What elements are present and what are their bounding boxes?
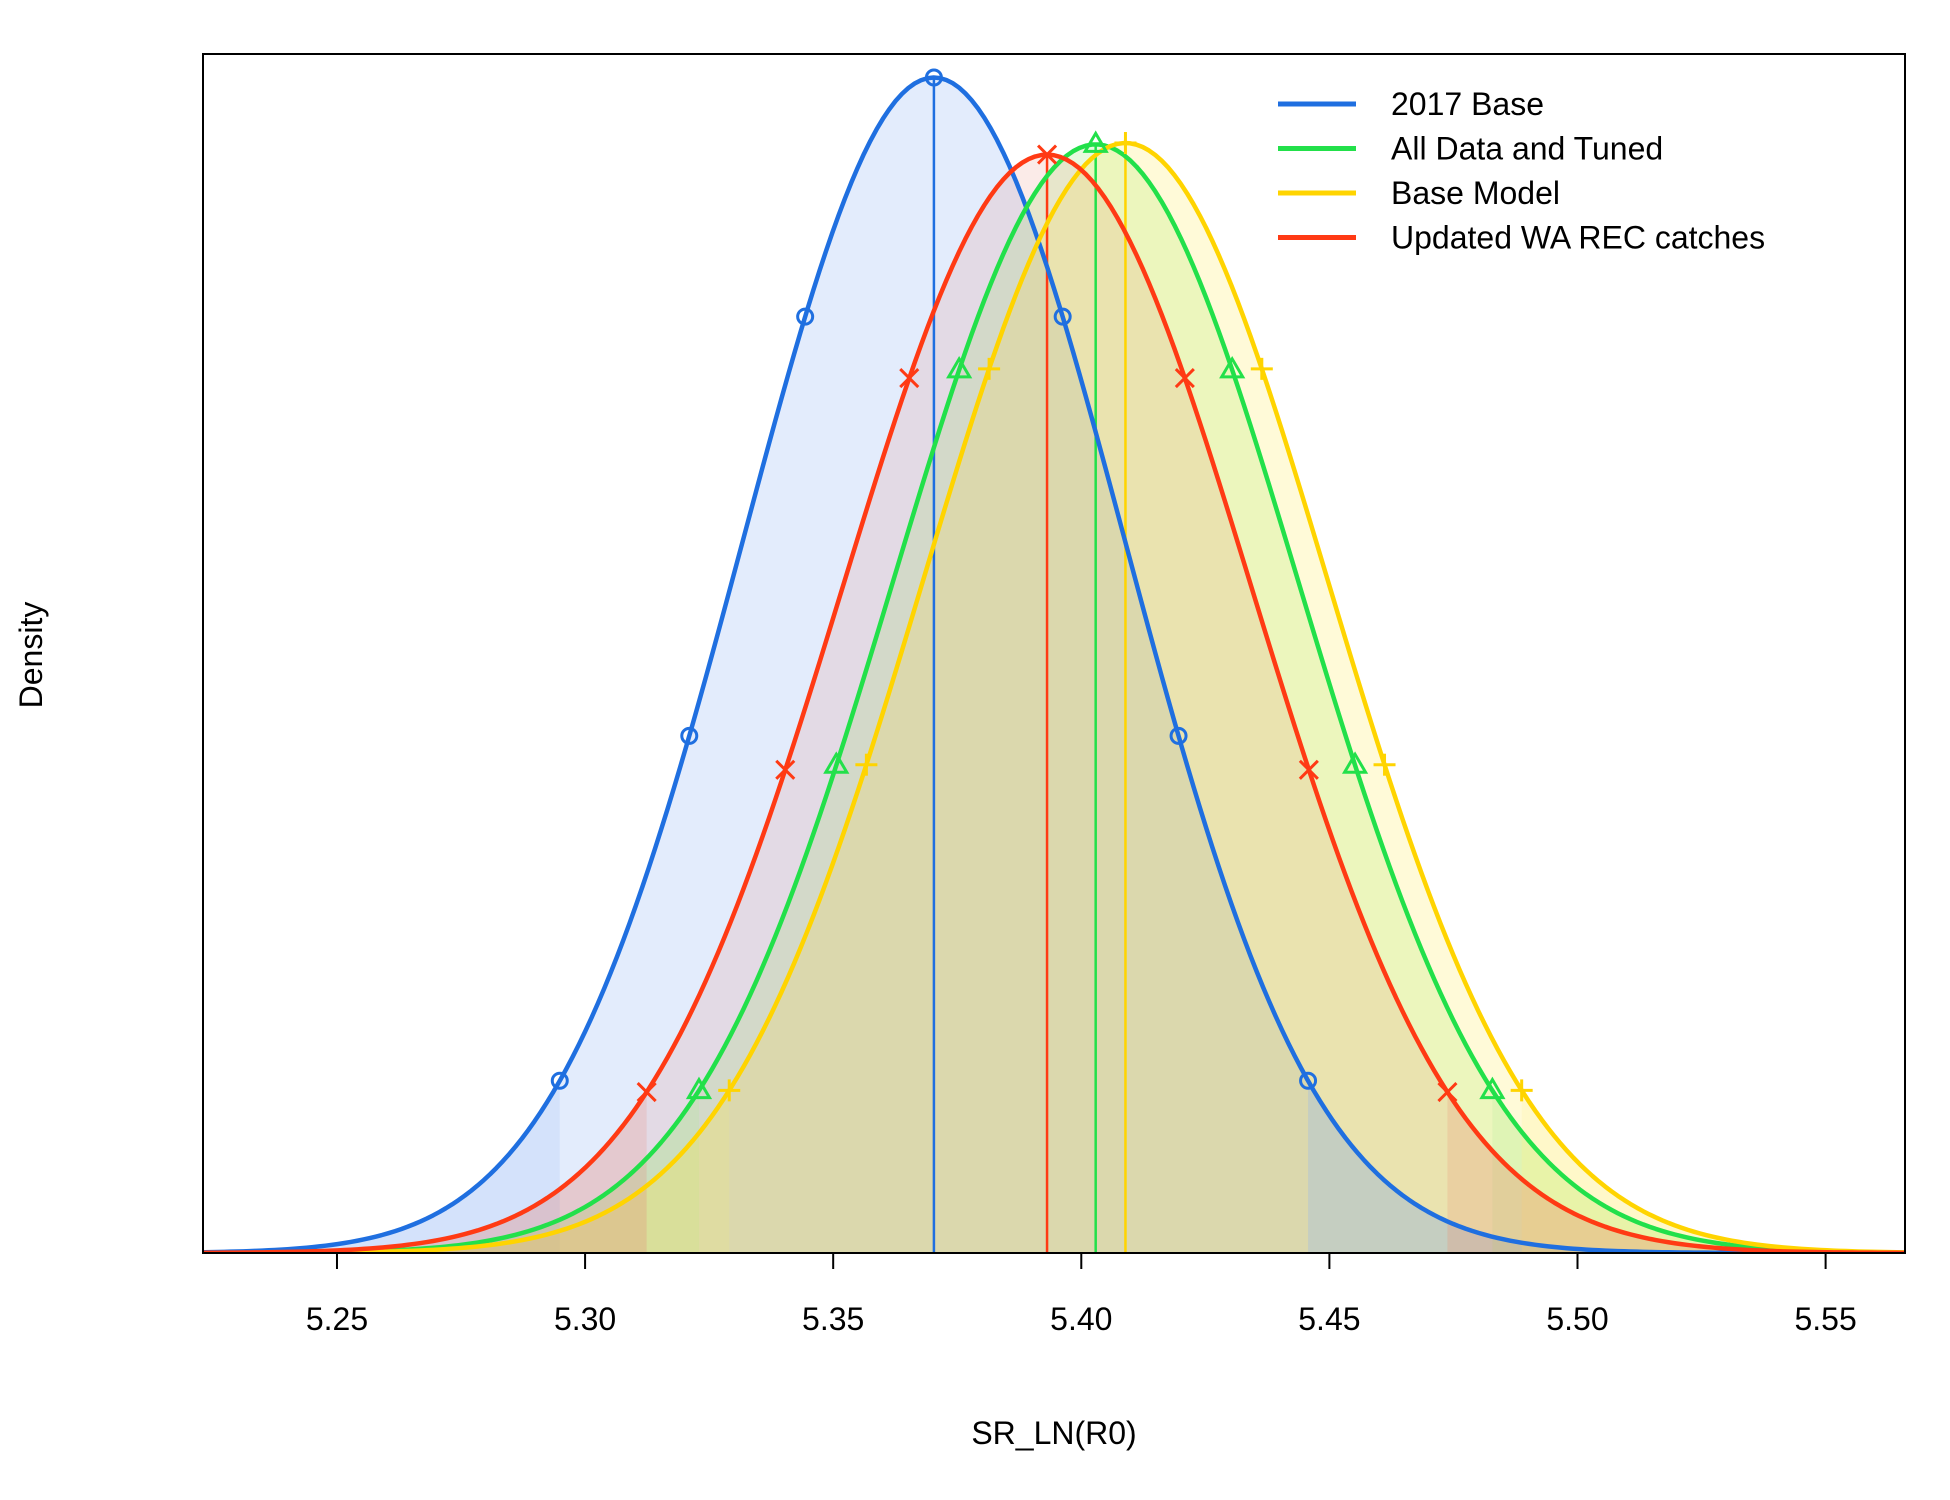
marker-3-3 bbox=[1036, 144, 1058, 165]
marker-2-5 bbox=[1373, 753, 1396, 776]
density-tail-left-2 bbox=[203, 1090, 730, 1253]
density-tail-right-3 bbox=[1447, 1092, 1905, 1253]
marker-0-6 bbox=[1299, 1071, 1318, 1090]
marker-1-1 bbox=[823, 751, 850, 774]
marker-2-1 bbox=[855, 753, 878, 776]
marker-2-3 bbox=[1114, 132, 1137, 155]
x-tick-label-2: 5.35 bbox=[802, 1301, 864, 1337]
marker-1-6 bbox=[1479, 1076, 1506, 1100]
x-tick-label-0: 5.25 bbox=[306, 1301, 368, 1337]
marker-2-2 bbox=[978, 357, 1001, 380]
marker-1-2 bbox=[946, 355, 973, 379]
marker-2-0 bbox=[718, 1079, 741, 1102]
x-axis-label: SR_LN(R0) bbox=[971, 1415, 1136, 1451]
mean-lines bbox=[932, 77, 1127, 1253]
marker-3-4 bbox=[1174, 368, 1195, 389]
marker-0-3 bbox=[924, 68, 943, 87]
marker-0-1 bbox=[680, 726, 699, 745]
density-tail-left-1 bbox=[203, 1090, 699, 1253]
marker-2-6 bbox=[1510, 1079, 1533, 1102]
x-axis: 5.25 5.30 5.35 5.40 5.45 5.50 5.55 bbox=[306, 1253, 1857, 1337]
x-tick-label-3: 5.40 bbox=[1050, 1301, 1112, 1337]
density-curve-2 bbox=[203, 140, 1905, 1253]
marker-1-5 bbox=[1341, 751, 1369, 774]
x-tick-label-5: 5.50 bbox=[1546, 1301, 1608, 1337]
legend-label-1: All Data and Tuned bbox=[1391, 131, 1663, 167]
legend-label-3: Updated WA REC catches bbox=[1391, 220, 1765, 256]
quantile-markers bbox=[550, 68, 1533, 1103]
marker-3-0 bbox=[636, 1082, 657, 1103]
x-tick-label-6: 5.55 bbox=[1794, 1301, 1856, 1337]
density-curve-3 bbox=[203, 152, 1905, 1253]
marker-0-0 bbox=[550, 1071, 569, 1090]
marker-3-1 bbox=[775, 759, 796, 780]
marker-0-5 bbox=[1169, 726, 1188, 745]
legend: 2017 Base All Data and Tuned Base Model Upd… bbox=[1278, 86, 1765, 256]
legend-label-2: Base Model bbox=[1391, 175, 1560, 211]
x-tick-label-4: 5.45 bbox=[1298, 1301, 1360, 1337]
marker-0-4 bbox=[1053, 307, 1072, 326]
marker-1-3 bbox=[1082, 130, 1109, 153]
y-axis-label: Density bbox=[13, 602, 49, 709]
marker-3-2 bbox=[899, 368, 920, 389]
density-tail-left-3 bbox=[203, 1092, 647, 1253]
marker-2-4 bbox=[1250, 357, 1273, 380]
density-tail-right-1 bbox=[1492, 1090, 1905, 1253]
density-tail-left-0 bbox=[203, 1080, 560, 1253]
marker-3-6 bbox=[1437, 1082, 1458, 1103]
marker-3-5 bbox=[1298, 759, 1319, 780]
density-tail-right-0 bbox=[1308, 1080, 1905, 1253]
marker-1-0 bbox=[685, 1076, 713, 1100]
legend-label-0: 2017 Base bbox=[1391, 86, 1544, 122]
plot-frame bbox=[202, 53, 1906, 1254]
x-tick-label-1: 5.30 bbox=[554, 1301, 616, 1337]
marker-1-4 bbox=[1219, 355, 1246, 379]
marker-0-2 bbox=[796, 307, 815, 326]
